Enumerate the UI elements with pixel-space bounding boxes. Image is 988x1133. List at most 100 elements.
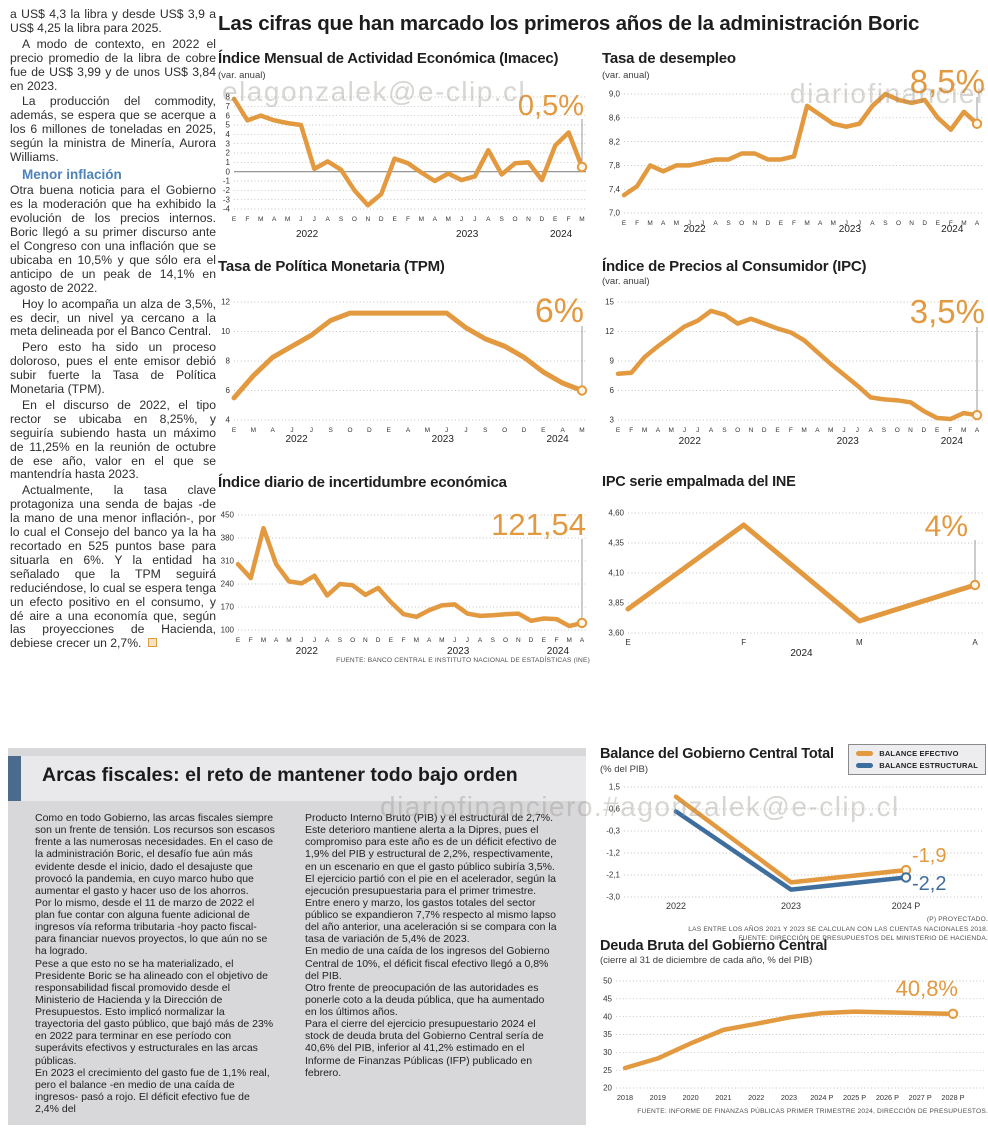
svg-text:0,6: 0,6 <box>609 805 621 814</box>
svg-text:S: S <box>726 220 731 227</box>
svg-text:E: E <box>553 216 558 223</box>
svg-text:2022: 2022 <box>296 229 319 240</box>
svg-text:A: A <box>868 427 873 434</box>
svg-text:J: J <box>453 637 456 644</box>
article-paragraph: Hoy lo acompaña un alza de 3,5%, es deci… <box>10 296 216 339</box>
svg-text:3: 3 <box>610 416 615 425</box>
bottom-paragraph: Como en todo Gobierno, las arcas fiscale… <box>35 812 275 897</box>
svg-text:8,5%: 8,5% <box>910 63 985 100</box>
chart-title: Tasa de desempleo <box>602 50 736 67</box>
svg-text:M: M <box>579 427 584 434</box>
svg-text:E: E <box>236 637 241 644</box>
svg-text:2022: 2022 <box>683 224 706 235</box>
svg-text:N: N <box>908 427 913 434</box>
svg-text:E: E <box>389 637 394 644</box>
svg-text:380: 380 <box>221 534 235 543</box>
svg-text:J: J <box>313 216 316 223</box>
svg-text:2024: 2024 <box>547 434 570 445</box>
legend-label: BALANCE EFECTIVO <box>879 749 959 758</box>
svg-text:M: M <box>579 216 584 223</box>
svg-text:E: E <box>392 216 397 223</box>
arcas-fiscales-panel <box>8 748 586 1125</box>
svg-text:2022: 2022 <box>748 1093 764 1102</box>
svg-text:A: A <box>478 637 483 644</box>
svg-text:E: E <box>622 220 627 227</box>
left-article-column: a US$ 4,3 la libra y desde US$ 3,9 a US$… <box>10 7 216 653</box>
svg-text:N: N <box>909 220 914 227</box>
svg-text:F: F <box>741 638 746 647</box>
svg-text:4: 4 <box>226 130 231 139</box>
svg-text:E: E <box>625 638 630 647</box>
ipc-empalmada-line-chart: 4,60 4,35 4,10 3,85 3,60E F M A 2024 4% <box>608 509 983 659</box>
svg-text:S: S <box>328 427 333 434</box>
svg-text:7: 7 <box>226 102 231 111</box>
svg-text:N: N <box>752 220 757 227</box>
svg-text:25: 25 <box>603 1066 612 1075</box>
svg-text:8,2: 8,2 <box>609 137 621 146</box>
svg-text:7,8: 7,8 <box>609 161 621 170</box>
chart-source: FUENTE: BANCO CENTRAL E INSTITUTO NACION… <box>336 657 590 664</box>
panel-heading-band <box>8 756 586 801</box>
svg-text:4,10: 4,10 <box>608 569 624 578</box>
footnote: (P) PROYECTADO. <box>926 916 988 923</box>
chart-title: Balance del Gobierno Central Total <box>600 746 834 762</box>
svg-text:15: 15 <box>605 298 614 307</box>
svg-text:1: 1 <box>226 158 231 167</box>
svg-text:O: O <box>502 427 507 434</box>
svg-text:J: J <box>688 220 691 227</box>
svg-text:M: M <box>674 220 679 227</box>
svg-text:45: 45 <box>603 995 612 1004</box>
svg-text:D: D <box>539 216 544 223</box>
chart-ipc-empalmada: IPC serie empalmada del INE 4,60 4,35 4,10… <box>602 474 987 674</box>
article-paragraph: A modo de contexto, en 2022 el precio pr… <box>10 36 216 93</box>
svg-text:J: J <box>845 220 848 227</box>
chart-desempleo: Tasa de desempleo (var. anual) 9,0 8,6 8,2… <box>602 50 987 250</box>
svg-text:8: 8 <box>226 357 231 366</box>
chart-title: IPC serie empalmada del INE <box>602 474 796 490</box>
svg-text:A: A <box>326 216 331 223</box>
svg-text:F: F <box>245 216 249 223</box>
svg-text:2022: 2022 <box>679 436 702 447</box>
svg-text:J: J <box>858 220 861 227</box>
svg-text:20: 20 <box>603 1084 612 1093</box>
svg-text:O: O <box>350 637 355 644</box>
svg-text:2027 P: 2027 P <box>909 1093 932 1102</box>
svg-text:M: M <box>642 427 647 434</box>
svg-text:2022: 2022 <box>286 434 309 445</box>
svg-text:8: 8 <box>226 93 231 102</box>
svg-text:M: M <box>668 427 673 434</box>
svg-text:O: O <box>739 220 744 227</box>
svg-text:8,6: 8,6 <box>609 114 621 123</box>
svg-text:-3,0: -3,0 <box>606 893 620 902</box>
svg-text:121,54: 121,54 <box>491 507 586 542</box>
svg-text:E: E <box>936 220 941 227</box>
chart-balance: Balance del Gobierno Central Total (% de… <box>600 744 988 942</box>
svg-text:M: M <box>961 427 966 434</box>
svg-text:A: A <box>972 638 978 647</box>
svg-text:2024: 2024 <box>550 229 573 240</box>
svg-text:E: E <box>386 427 391 434</box>
svg-text:J: J <box>464 427 467 434</box>
svg-text:D: D <box>921 427 926 434</box>
svg-text:A: A <box>870 220 875 227</box>
svg-text:A: A <box>975 220 980 227</box>
svg-text:100: 100 <box>221 626 235 635</box>
svg-text:2024: 2024 <box>941 224 964 235</box>
legend-swatch-estructural <box>856 763 874 768</box>
bottom-paragraph: Para el cierre del ejercicio presupuesta… <box>305 1018 544 1079</box>
svg-text:6%: 6% <box>535 292 584 330</box>
svg-text:N: N <box>363 637 368 644</box>
svg-text:N: N <box>749 427 754 434</box>
svg-text:A: A <box>272 216 277 223</box>
svg-text:2024: 2024 <box>790 648 813 659</box>
svg-text:3,5%: 3,5% <box>910 293 985 330</box>
svg-text:A: A <box>486 216 491 223</box>
svg-text:J: J <box>701 220 704 227</box>
svg-text:F: F <box>948 427 952 434</box>
svg-text:N: N <box>516 637 521 644</box>
svg-text:A: A <box>818 220 823 227</box>
svg-text:M: M <box>801 427 806 434</box>
svg-text:12: 12 <box>221 298 230 307</box>
svg-text:2026 P: 2026 P <box>876 1093 899 1102</box>
